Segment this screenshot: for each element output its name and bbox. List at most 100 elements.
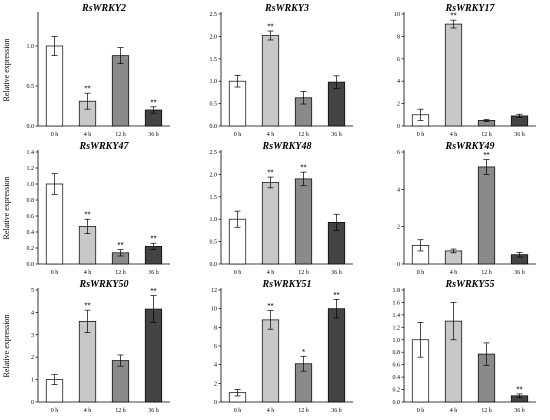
panel-rswrky47: RsWRKY47 Relative expression 0.0 0.2 0.4 0.6 0… (0, 138, 183, 276)
y-tick-label: 2 (397, 102, 400, 108)
y-tick-label: 4 (397, 79, 400, 85)
chart-rswrky3: RsWRKY3 0.0 0.5 1.0 1.5 2.0 2.5 0 h ** 4 h 12 h 36 … (210, 3, 353, 138)
y-tick-label: 2 (397, 225, 400, 231)
bar-rswrky50-12h (111, 360, 130, 403)
x-tick-label: 4 h (267, 270, 275, 276)
y-tick-label: 0.0 (210, 262, 218, 268)
y-tick-label: 6 (397, 150, 400, 156)
bar-rswrky48-4h (261, 182, 280, 265)
chart-rswrky48: RsWRKY48 0.0 0.5 1.0 1.5 2.0 2.5 0 h ** 4 h ** 12 h… (210, 141, 353, 276)
y-tick-label: 1.4 (393, 313, 401, 319)
x-tick-label: 4 h (450, 408, 458, 414)
significance-marker: ** (84, 85, 90, 94)
panel-rswrky50: RsWRKY50 Relative expression 0 1 2 3 4 5 0 h ** 4 … (0, 276, 183, 415)
x-tick-label: 36 h (514, 270, 525, 276)
x-tick-label: 36 h (148, 132, 159, 138)
y-tick-label: 1.6 (393, 300, 401, 306)
chart-rswrky55: RsWRKY55 0.0 0.2 0.4 0.6 0.8 1.0 1.2 1.4 1.6 1.8 0 … (393, 279, 536, 414)
y-tick-label: 0.6 (27, 214, 35, 220)
x-tick-label: 12 h (298, 270, 309, 276)
y-tick-label: 1.0 (210, 217, 218, 223)
significance-marker: ** (84, 211, 90, 220)
y-tick-label: 1.0 (27, 44, 35, 50)
y-tick-label: 2.5 (210, 12, 218, 18)
panel-rswrky55: RsWRKY55 0.0 0.2 0.4 0.6 0.8 1.0 1.2 1.4 1.6 1.8 0 … (366, 276, 550, 415)
y-tick-label: 2.0 (210, 172, 218, 178)
y-axis-label: Relative expression (2, 177, 11, 240)
y-tick-label: 1.0 (27, 182, 35, 188)
y-tick-label: 12 (211, 288, 217, 294)
y-tick-label: 0.5 (27, 84, 35, 90)
bar-rswrky17-4h (444, 23, 463, 127)
chart-title: RsWRKY2 (81, 3, 126, 14)
x-tick-label: 12 h (115, 270, 126, 276)
y-tick-label: 0 (397, 124, 400, 130)
x-tick-label: 36 h (514, 132, 525, 138)
bar-rswrky2-0h (45, 45, 64, 127)
y-tick-label: 1.5 (210, 57, 218, 63)
panel-rswrky17: RsWRKY17 0 2 4 6 8 10 0 h ** 4 h 12 h 36 h (366, 0, 550, 138)
x-tick-label: 0 h (51, 408, 59, 414)
y-tick-label: 1.2 (27, 166, 35, 172)
bar-rswrky3-4h (261, 35, 280, 127)
y-tick-label: 4 (31, 310, 34, 316)
y-tick-label: 2.0 (210, 34, 218, 40)
significance-marker: ** (333, 291, 339, 300)
x-tick-label: 0 h (51, 270, 59, 276)
chart-rswrky2: RsWRKY2 Relative expression 0.0 0.5 1.0 0 h **… (2, 3, 170, 138)
y-tick-label: 0.0 (210, 124, 218, 130)
y-tick-label: 0.0 (27, 262, 35, 268)
panel-rswrky48: RsWRKY48 0.0 0.5 1.0 1.5 2.0 2.5 0 h ** 4 h ** 12 h… (183, 138, 366, 276)
significance-marker: ** (267, 302, 273, 311)
chart-rswrky49: RsWRKY49 0 2 4 6 0 h 4 h ** 12 h 36 h (397, 141, 536, 276)
x-tick-label: 4 h (84, 408, 92, 414)
x-tick-label: 12 h (481, 270, 492, 276)
y-tick-label: 0.0 (393, 400, 401, 406)
bar-rswrky49-12h (477, 166, 496, 265)
bar-rswrky2-12h (111, 55, 130, 127)
y-tick-label: 6 (397, 57, 400, 63)
y-tick-label: 0.8 (27, 198, 35, 204)
y-tick-label: 4 (397, 187, 400, 193)
y-tick-label: 0.4 (393, 375, 401, 381)
x-tick-label: 36 h (148, 270, 159, 276)
y-tick-label: 1.0 (210, 79, 218, 85)
y-tick-label: 0.5 (210, 102, 218, 108)
y-axis-label: Relative expression (2, 315, 11, 378)
y-axis-label: Relative expression (2, 39, 11, 102)
chart-rswrky51: RsWRKY51 0 2 4 6 8 10 12 0 h ** 4 h * 12 h ** 36 h (211, 279, 353, 414)
significance-marker: ** (483, 151, 489, 160)
panel-rswrky49: RsWRKY49 0 2 4 6 0 h 4 h ** 12 h 36 h (366, 138, 550, 276)
y-tick-label: 8 (397, 34, 400, 40)
x-tick-label: 4 h (450, 270, 458, 276)
x-tick-label: 12 h (115, 132, 126, 138)
y-tick-label: 1.8 (393, 288, 401, 294)
significance-marker: ** (267, 169, 273, 178)
bar-rswrky50-4h (78, 321, 97, 403)
x-tick-label: 36 h (514, 408, 525, 414)
y-tick-label: 5 (31, 288, 34, 294)
y-tick-label: 0.6 (393, 363, 401, 369)
y-tick-label: 0.8 (393, 350, 401, 356)
bar-rswrky3-0h (228, 80, 247, 127)
bar-rswrky47-0h (45, 183, 64, 265)
x-tick-label: 0 h (417, 270, 425, 276)
significance-marker: ** (450, 12, 456, 21)
y-tick-label: 1.4 (27, 150, 35, 156)
y-tick-label: 2 (31, 355, 34, 361)
chart-rswrky50: RsWRKY50 Relative expression 0 1 2 3 4 5 0 h ** 4 … (2, 279, 170, 414)
chart-title: RsWRKY49 (445, 141, 495, 152)
x-tick-label: 0 h (234, 270, 242, 276)
y-tick-label: 4 (214, 363, 217, 369)
significance-marker: ** (150, 287, 156, 296)
x-tick-label: 0 h (234, 408, 242, 414)
y-tick-label: 0.2 (27, 246, 35, 252)
y-tick-label: 0.5 (210, 240, 218, 246)
x-tick-label: 12 h (298, 408, 309, 414)
x-tick-label: 12 h (115, 408, 126, 414)
y-tick-label: 0 (397, 262, 400, 268)
y-tick-label: 0.0 (27, 124, 35, 130)
bar-rswrky50-36h (144, 308, 163, 403)
y-tick-label: 1.2 (393, 325, 401, 331)
